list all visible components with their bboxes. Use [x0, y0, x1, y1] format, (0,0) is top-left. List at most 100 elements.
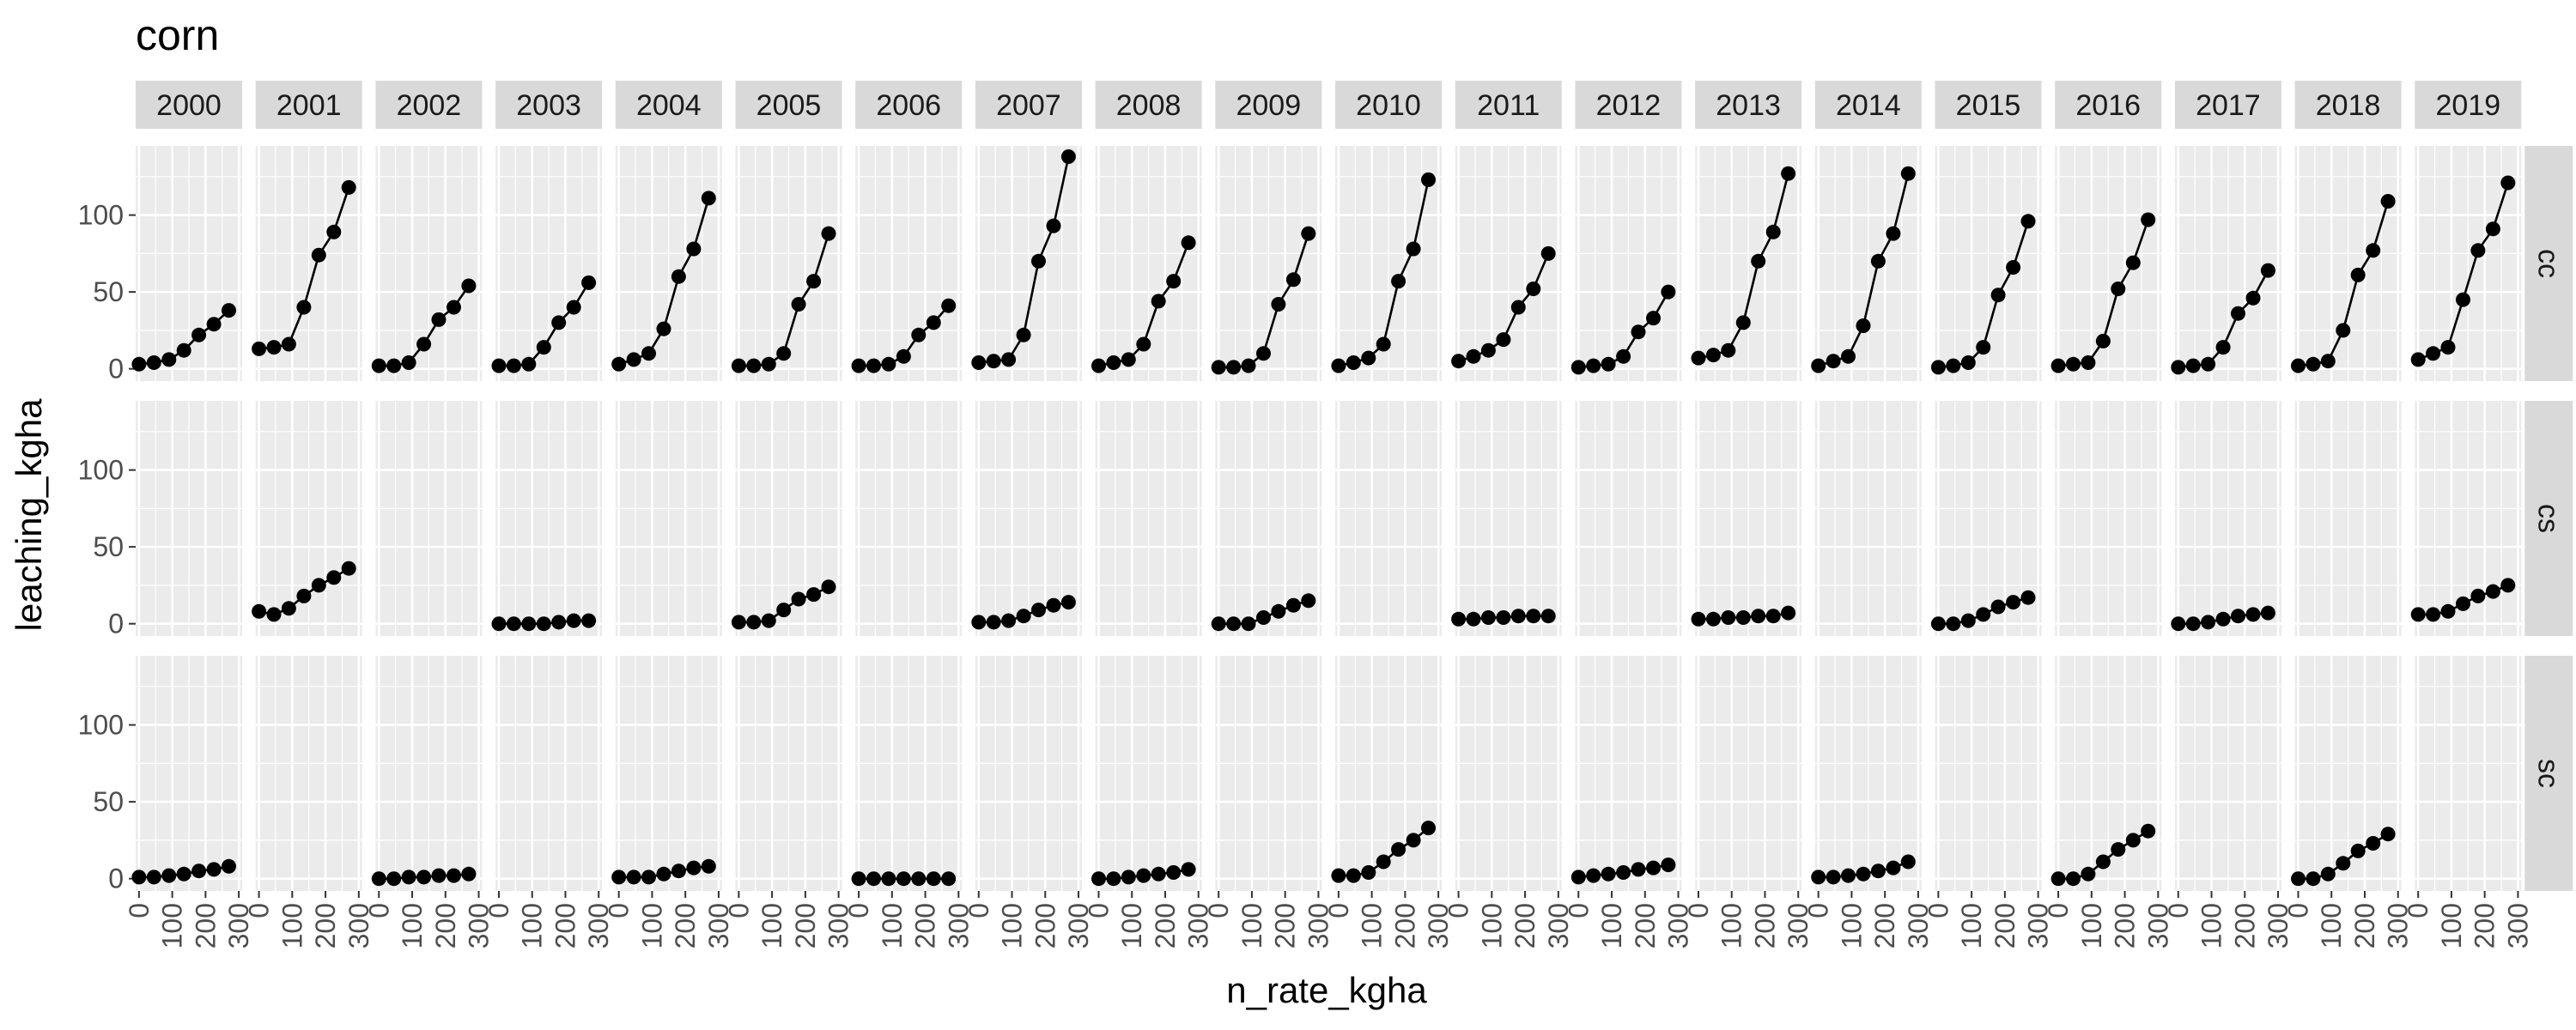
- data-point-sc-2006-45: [866, 871, 881, 887]
- data-point-cc-2003-180: [551, 315, 567, 330]
- data-point-cc-2002-0: [371, 358, 386, 373]
- data-point-cc-2008-0: [1091, 358, 1106, 373]
- data-point-sc-2014-90: [1841, 868, 1856, 883]
- data-point-sc-2008-135: [1136, 868, 1151, 883]
- data-point-sc-2006-0: [851, 871, 866, 887]
- data-point-cs-2017-180: [2231, 609, 2245, 624]
- data-point-cc-2019-45: [2426, 346, 2441, 361]
- strip-2006: [855, 81, 963, 129]
- data-point-cs-2007-180: [1031, 603, 1046, 618]
- data-point-cs-2001-90: [281, 601, 296, 616]
- data-point-cc-2004-135: [656, 321, 671, 336]
- data-point-cc-2003-270: [581, 275, 597, 290]
- data-point-cc-2017-180: [2231, 306, 2245, 321]
- data-point-cc-2016-135: [2095, 333, 2111, 348]
- x-tick-label: 0: [2282, 903, 2313, 918]
- x-tick-label: 100: [1357, 903, 1388, 948]
- x-tick-label: 100: [276, 903, 307, 948]
- data-point-cc-2017-0: [2171, 360, 2186, 375]
- data-point-sc-2004-135: [656, 866, 671, 882]
- data-point-cs-2007-90: [1001, 613, 1017, 628]
- data-point-cc-2002-270: [461, 278, 477, 294]
- data-point-cc-2010-270: [1421, 172, 1436, 187]
- data-point-sc-2018-270: [2380, 827, 2396, 842]
- data-point-cc-2016-270: [2141, 212, 2156, 227]
- data-point-cc-2018-45: [2306, 356, 2321, 372]
- data-point-sc-2016-0: [2050, 871, 2066, 887]
- x-tick-label: 0: [843, 903, 874, 918]
- x-tick-label: 100: [1596, 903, 1627, 948]
- data-point-cc-2018-180: [2350, 267, 2366, 282]
- strip-2005: [735, 81, 842, 129]
- x-tick-label: 200: [2110, 903, 2141, 948]
- data-point-cs-2013-180: [1751, 609, 1766, 624]
- data-point-cc-2003-225: [566, 300, 581, 315]
- data-point-cc-2000-135: [176, 342, 191, 358]
- data-point-sc-2018-180: [2350, 843, 2366, 858]
- strip-2015: [1935, 81, 2042, 129]
- data-point-cs-2011-90: [1480, 610, 1496, 625]
- data-point-cc-2005-180: [791, 297, 806, 312]
- data-point-cc-2008-45: [1106, 355, 1121, 370]
- strip-2002: [375, 81, 483, 129]
- data-point-cs-2001-135: [296, 588, 312, 603]
- data-point-cs-2017-225: [2245, 607, 2261, 622]
- data-point-cc-2014-270: [1900, 166, 1916, 181]
- strip-label-2014: 2014: [1836, 89, 1901, 122]
- data-point-cc-2011-45: [1466, 348, 1481, 364]
- x-tick-label: 200: [1270, 903, 1301, 948]
- data-point-cc-2017-135: [2215, 340, 2231, 355]
- x-tick-label: 200: [1749, 903, 1780, 948]
- data-point-sc-2002-180: [431, 868, 447, 883]
- data-point-cc-2001-225: [326, 224, 342, 239]
- x-tick-label: 200: [1150, 903, 1181, 948]
- data-point-cs-2007-225: [1046, 597, 1061, 613]
- data-point-cc-2007-90: [1001, 352, 1017, 367]
- data-point-cs-2001-180: [311, 578, 326, 593]
- data-point-sc-2008-270: [1181, 862, 1196, 877]
- data-point-cs-2015-225: [2006, 595, 2021, 610]
- data-point-cc-2003-0: [491, 358, 507, 373]
- y-tick-label: 0: [108, 354, 124, 385]
- strip-label-cc: cc: [2531, 249, 2564, 278]
- data-point-cs-2013-225: [1765, 609, 1781, 624]
- x-tick-label: 100: [157, 903, 188, 948]
- y-tick-label: 50: [93, 786, 124, 817]
- x-tick-label: 100: [2196, 903, 2227, 948]
- data-point-cc-2008-90: [1121, 352, 1136, 367]
- data-point-cc-2017-270: [2260, 263, 2275, 278]
- data-point-cc-2014-45: [1826, 354, 1841, 369]
- x-tick-label: 100: [2436, 903, 2467, 948]
- strip-label-2019: 2019: [2435, 89, 2500, 122]
- data-point-cs-2015-180: [1990, 599, 2006, 615]
- data-point-sc-2016-135: [2095, 854, 2111, 869]
- data-point-cc-2015-135: [1976, 340, 1991, 355]
- x-tick-label: 100: [397, 903, 428, 948]
- x-tick-label: 300: [1783, 903, 1814, 948]
- data-point-sc-2012-0: [1571, 869, 1586, 885]
- data-point-cc-2017-225: [2245, 290, 2261, 306]
- x-tick-label: 300: [1063, 903, 1094, 948]
- data-point-sc-2014-135: [1856, 866, 1871, 882]
- data-point-sc-2006-135: [896, 871, 911, 887]
- facet-panels: 2000 2001 2002 2003 2004 2005 2006 2007 2008 2009…: [78, 81, 2573, 948]
- data-point-cc-2011-270: [1540, 245, 1556, 261]
- data-point-cc-2004-180: [671, 269, 686, 284]
- data-point-cc-2000-180: [191, 327, 207, 342]
- data-point-cs-2019-270: [2500, 578, 2516, 593]
- data-point-cc-2000-225: [206, 317, 222, 332]
- data-point-cc-2000-90: [161, 352, 177, 367]
- x-tick-label: 300: [823, 903, 854, 948]
- data-point-cc-2001-90: [281, 336, 296, 352]
- strip-2014: [1814, 81, 1922, 129]
- strip-2016: [2055, 81, 2162, 129]
- chart-title: corn: [136, 11, 219, 59]
- data-point-sc-2016-270: [2141, 823, 2156, 839]
- data-point-sc-2012-135: [1616, 865, 1631, 880]
- data-point-sc-2002-135: [416, 869, 432, 885]
- strip-label-cs: cs: [2531, 504, 2564, 533]
- data-point-cc-2007-45: [986, 354, 1001, 369]
- data-point-sc-2002-90: [401, 869, 416, 885]
- x-tick-label: 100: [997, 903, 1028, 948]
- data-point-sc-2010-0: [1331, 868, 1346, 883]
